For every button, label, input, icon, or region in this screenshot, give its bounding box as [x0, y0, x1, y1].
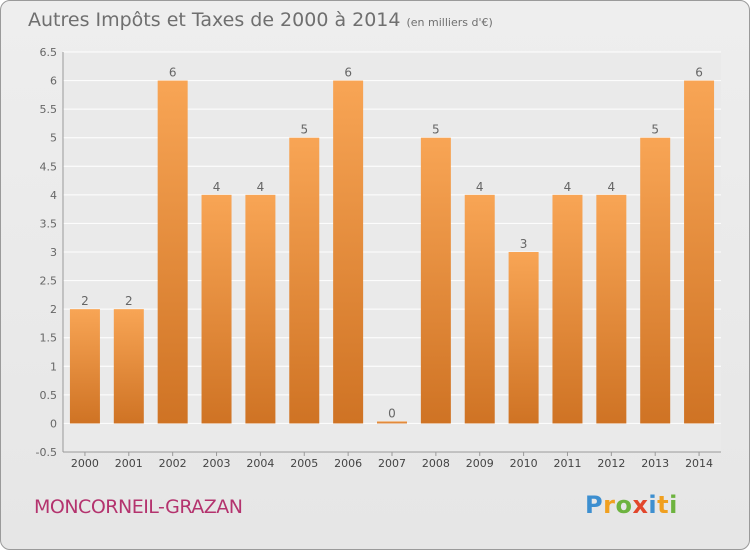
data-label: 3 — [520, 237, 528, 251]
logo-letter: i — [669, 491, 678, 519]
y-tick-label: 4.5 — [40, 160, 58, 173]
bar-2013 — [640, 137, 671, 424]
data-label: 2 — [81, 294, 89, 308]
chart-title: Autres Impôts et Taxes de 2000 à 2014 (en… — [28, 9, 493, 31]
x-tick-label: 2000 — [71, 457, 99, 470]
y-tick-label: 5.5 — [40, 103, 58, 116]
bar-2014 — [684, 80, 715, 424]
bar-2011 — [552, 194, 583, 424]
data-label: 4 — [608, 180, 616, 194]
y-tick-label: 2.5 — [40, 275, 58, 288]
data-label: 2 — [125, 294, 133, 308]
data-label: 4 — [213, 180, 221, 194]
bar-2007 — [377, 421, 407, 424]
bar-2006 — [333, 80, 364, 424]
x-tick-label: 2013 — [641, 457, 669, 470]
y-tick-label: -0.5 — [36, 446, 57, 459]
y-tick-label: 3.5 — [40, 217, 58, 230]
x-tick-label: 2001 — [115, 457, 143, 470]
bar-2000 — [69, 309, 100, 424]
logo-letter: r — [603, 491, 616, 519]
bar-2009 — [464, 194, 495, 424]
bar-2003 — [201, 194, 232, 424]
bar-2010 — [508, 252, 539, 424]
y-tick-label: 0 — [50, 417, 57, 430]
y-tick-label: 6 — [50, 75, 57, 88]
bar-2001 — [113, 309, 144, 424]
x-tick-label: 2003 — [203, 457, 231, 470]
x-tick-label: 2002 — [159, 457, 187, 470]
data-label: 4 — [257, 180, 265, 194]
data-label: 6 — [169, 66, 177, 80]
y-tick-label: 3 — [50, 246, 57, 259]
data-label: 5 — [300, 123, 308, 137]
x-tick-label: 2007 — [378, 457, 406, 470]
proxiti-logo: Proxiti — [585, 491, 678, 519]
logo-letter: x — [632, 491, 649, 519]
y-tick-label: 6.5 — [40, 46, 58, 59]
y-tick-label: 5 — [50, 132, 57, 145]
data-label: 4 — [564, 180, 572, 194]
chart-title-text: Autres Impôts et Taxes de 2000 à 2014 — [28, 9, 401, 31]
data-label: 6 — [695, 66, 703, 80]
data-label: 5 — [651, 123, 659, 137]
chart-subtitle: (en milliers d'€) — [406, 16, 493, 29]
x-tick-label: 2012 — [597, 457, 625, 470]
bar-2005 — [289, 137, 320, 424]
y-tick-label: 1 — [50, 360, 57, 373]
y-tick-label: 1.5 — [40, 332, 58, 345]
data-label: 0 — [388, 406, 396, 420]
x-tick-label: 2006 — [334, 457, 362, 470]
logo-letter: t — [657, 491, 670, 519]
bar-2012 — [596, 194, 627, 424]
data-label: 5 — [432, 123, 440, 137]
y-tick-label: 4 — [50, 189, 57, 202]
y-tick-label: 2 — [50, 303, 57, 316]
logo-letter: P — [585, 491, 604, 519]
x-tick-label: 2005 — [290, 457, 318, 470]
bar-2004 — [245, 194, 276, 424]
x-tick-label: 2008 — [422, 457, 450, 470]
x-tick-label: 2010 — [510, 457, 538, 470]
logo-letter: o — [615, 491, 633, 519]
place-name: MONCORNEIL-GRAZAN — [34, 496, 243, 518]
data-label: 6 — [344, 66, 352, 80]
y-tick-label: 0.5 — [40, 389, 58, 402]
x-tick-label: 2009 — [466, 457, 494, 470]
bar-2008 — [420, 137, 451, 424]
x-tick-label: 2011 — [553, 457, 581, 470]
logo-letter: i — [648, 491, 658, 519]
bar-2002 — [157, 80, 188, 424]
x-tick-label: 2014 — [685, 457, 713, 470]
data-label: 4 — [476, 180, 484, 194]
x-tick-label: 2004 — [246, 457, 274, 470]
